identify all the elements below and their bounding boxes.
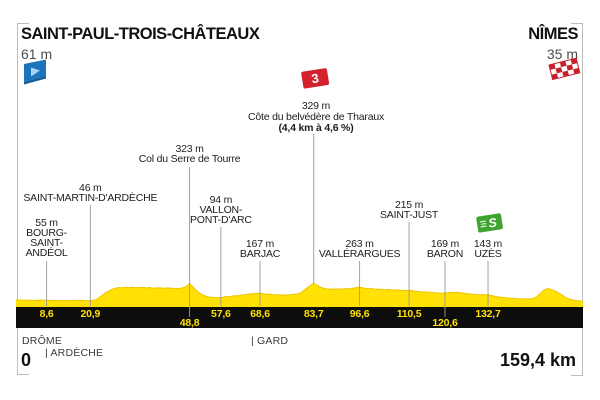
frame-left-line [17,23,18,375]
waypoint-altitude: 263 m [345,238,374,250]
waypoint-name: VALLÉRARGUES [318,248,401,260]
start-flag-icon [24,59,46,85]
waypoint-label: 263 m VALLÉRARGUES [318,238,401,260]
waypoint-name: ANDÉOL [25,247,68,259]
waypoint-name: UZÈS [474,248,502,260]
waypoint-label: 143 m UZÈS [473,238,503,260]
frame-bottom-right-stub [571,375,583,376]
distance-axis-band [16,306,583,328]
start-altitude: 61 m [21,46,53,62]
category-3-climb-flag-icon: 3 [301,68,330,89]
region-ardeche: | ARDÈCHE [45,347,104,359]
waypoint-label: 323 m Col du Serre de Tourre [138,143,241,165]
start-town-name: SAINT-PAUL-TROIS-CHÂTEAUX [21,25,260,43]
axis-total-distance: 159,4 km [499,350,576,370]
elevation-area [16,283,583,307]
waypoint-name: SAINT- [30,237,63,249]
finish-checkered-flag-icon [548,57,581,81]
waypoint-label: 94 m VALLON- PONT-D'ARC [189,194,252,226]
waypoint-name: PONT-D'ARC [189,214,252,226]
km-label: 120,6 [432,316,458,329]
region-drome: DRÔME [22,335,63,347]
climb-gradient: (4,4 km à 4,6 %) [278,122,354,134]
km-label: 110,5 [396,307,422,320]
waypoint-altitude: 143 m [473,238,503,250]
waypoint-label: 55 m BOURG- SAINT- ANDÉOL [25,217,68,259]
start-header: SAINT-PAUL-TROIS-CHÂTEAUX 61 m [21,25,260,62]
waypoint-name: BOURG- [26,227,67,239]
km-label: 57,6 [211,307,231,320]
waypoint-altitude: 94 m [209,194,233,206]
climb-altitude: 329 m [301,100,331,112]
waypoint-altitude: 55 m [35,217,58,229]
km-label: 68,6 [250,307,270,320]
waypoint-label: 46 m SAINT-MARTIN-D'ARDÈCHE [23,182,158,204]
km-label: 132,7 [475,307,501,320]
waypoint-name: SAINT-JUST [380,209,439,221]
waypoint-altitude: 323 m [175,143,204,155]
waypoint-label: 169 m BARON [426,238,464,260]
waypoint-altitude: 46 m [79,182,102,194]
km-label: 83,7 [303,307,324,320]
waypoint-altitude: 215 m [394,199,424,211]
sprint-flag-icon: S [476,213,503,233]
waypoint-name: SAINT-MARTIN-D'ARDÈCHE [23,192,158,204]
elevation-top-edge [15,282,584,302]
waypoint-label: 167 m BARJAC [239,238,281,260]
waypoint-name: VALLON- [199,204,243,216]
waypoint-label: 215 m SAINT-JUST [380,199,439,221]
waypoint-altitude: 169 m [430,238,460,250]
finish-header: NÎMES 35 m [528,25,578,62]
svg-text:3: 3 [310,70,319,86]
waypoint-name: BARON [426,248,464,260]
km-label: 48,8 [179,316,200,329]
km-label: 8,6 [39,307,54,320]
km-label: 20,9 [80,307,101,320]
frame-top-right-stub [571,23,583,24]
waypoint-name: Col du Serre de Tourre [138,153,241,165]
axis-start-label: 0 [21,350,32,370]
waypoint-altitude: 167 m [245,238,275,250]
sprint-letter: S [487,215,498,230]
climb-label: 329 m Côte du belvédère de Tharaux (4,4 … [248,101,384,134]
frame-right-line [582,23,583,376]
finish-altitude: 35 m [546,46,578,62]
waypoint-name: BARJAC [239,248,281,260]
region-gard: | GARD [251,335,289,347]
km-label: 96,6 [349,307,370,320]
finish-town-name: NÎMES [528,25,578,43]
climb-name: Côte du belvédère de Tharaux [247,111,385,123]
frame-top-left-stub [17,23,29,24]
frame-bottom-left-stub [17,374,29,375]
